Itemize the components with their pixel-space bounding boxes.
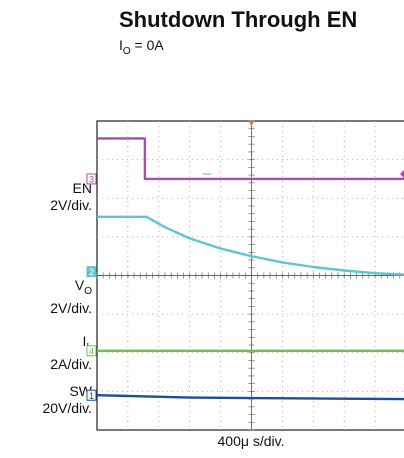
channel-name-vo: V <box>74 277 85 293</box>
chart-subtitle: IO = 0A <box>119 37 164 57</box>
chart-title: Shutdown Through EN <box>119 7 358 32</box>
channel-scale-sw: 20V/div. <box>42 400 92 416</box>
channel-name-sw: SW <box>69 383 92 399</box>
channel-marker-en <box>86 173 97 185</box>
channel-label-vo: VO 2V/div. <box>50 277 92 317</box>
channel-marker-number-il: 4 <box>89 346 94 356</box>
channel-marker-number-en: 3 <box>89 175 94 185</box>
trigger-position-marker <box>248 121 255 126</box>
channel-scale-il: 2A/div. <box>50 355 92 372</box>
trace-en <box>97 137 404 181</box>
channel-marker-number-vo: 2 <box>89 267 94 277</box>
trigger-level-marker <box>400 170 404 178</box>
x-axis-label: 400μ s/div. <box>217 433 285 449</box>
channel-marker-sw <box>86 389 97 401</box>
condition-value: = 0A <box>130 37 164 53</box>
condition-symbol: I <box>119 37 123 53</box>
channel-marker-number-sw: 1 <box>89 391 94 401</box>
trace-vo <box>97 215 404 276</box>
channel-scale-vo: 2V/div. <box>50 299 92 316</box>
condition-subscript: O <box>122 45 131 57</box>
channel-name-il: I <box>82 333 87 349</box>
channel-scale-en: 2V/div. <box>50 197 92 213</box>
channel-sub-vo: O <box>84 285 92 297</box>
trace-sw <box>96 394 404 401</box>
channel-marker-il <box>86 345 97 357</box>
channel-marker-vo <box>86 266 97 278</box>
channel-label-sw: SW 20V/div. <box>42 383 92 417</box>
